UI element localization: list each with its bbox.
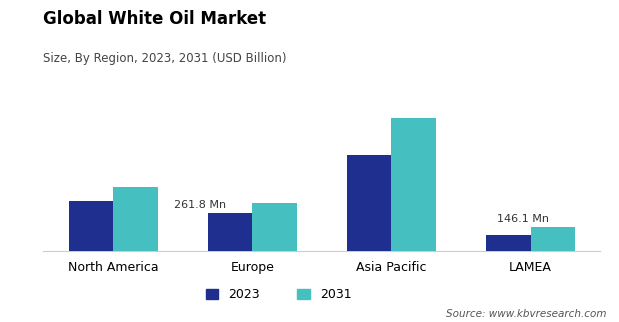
Bar xyxy=(69,201,113,251)
Bar xyxy=(486,235,530,251)
Bar xyxy=(113,187,158,251)
Text: 146.1 Mn: 146.1 Mn xyxy=(497,214,549,224)
Bar xyxy=(208,213,253,251)
Text: Size, By Region, 2023, 2031 (USD Billion): Size, By Region, 2023, 2031 (USD Billion… xyxy=(43,52,287,64)
Bar xyxy=(391,118,436,251)
Bar xyxy=(530,227,575,251)
Bar xyxy=(253,203,297,251)
Legend: 2023, 2031: 2023, 2031 xyxy=(201,283,357,306)
Text: Global White Oil Market: Global White Oil Market xyxy=(43,10,266,28)
Text: 261.8 Mn: 261.8 Mn xyxy=(175,200,227,210)
Bar xyxy=(347,155,391,251)
Text: Source: www.kbvresearch.com: Source: www.kbvresearch.com xyxy=(446,309,607,319)
